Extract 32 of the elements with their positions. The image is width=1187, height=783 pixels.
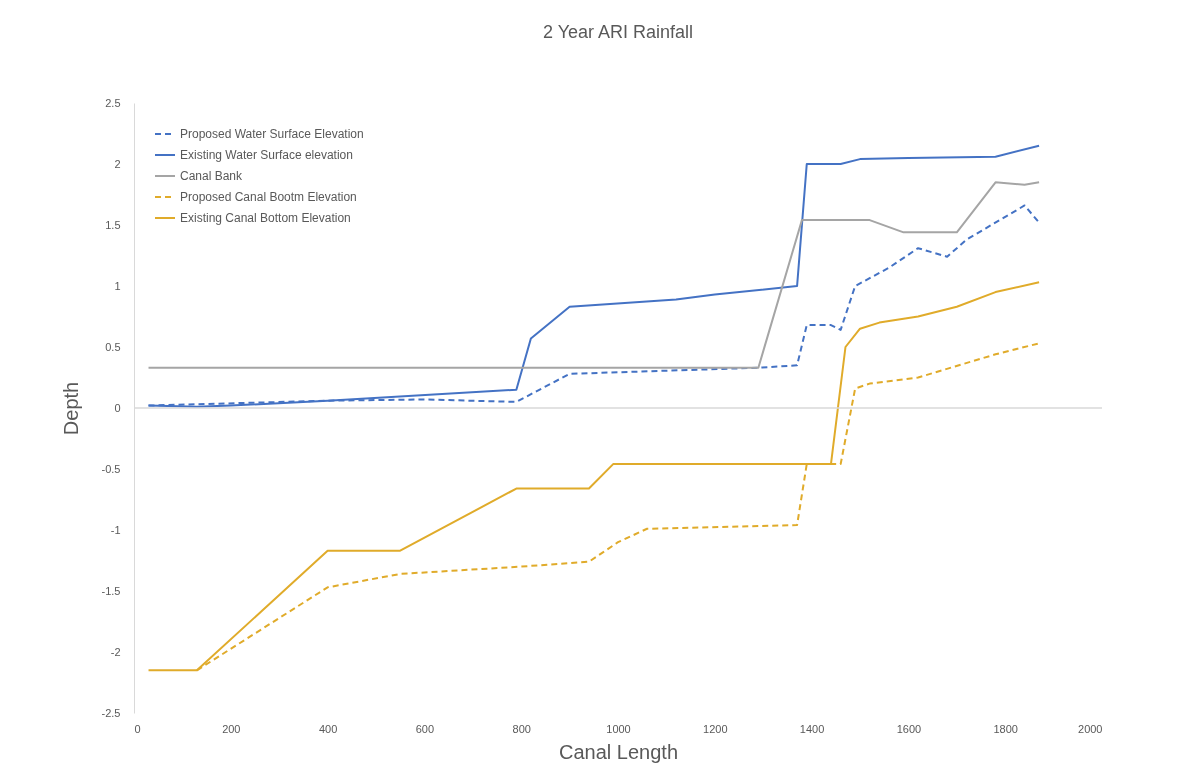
line-series	[147, 181, 1041, 369]
x-tick-label: 1600	[896, 722, 922, 735]
y-tick-label: -0.5	[101, 462, 121, 475]
y-tick-label: 0	[114, 401, 121, 414]
legend-label: Canal Bank	[180, 169, 244, 183]
x-tick-label: 200	[222, 722, 241, 735]
x-tick-label: 1800	[993, 722, 1018, 735]
line-series	[147, 281, 1041, 672]
x-tick-label: 1000	[606, 722, 631, 735]
y-tick-label: 1	[114, 279, 121, 292]
y-axis-title: Depth	[59, 381, 82, 436]
x-tick-label: 2000	[1078, 722, 1103, 735]
chart-title: 2 Year ARI Rainfall	[542, 22, 694, 42]
y-tick-label: 0.5	[105, 340, 121, 353]
legend-label: Existing Canal Bottom Elevation	[180, 211, 351, 225]
x-tick-label: 1200	[703, 722, 728, 735]
y-tick-label: 2.5	[105, 96, 121, 109]
legend-label: Proposed Water Surface Elevation	[180, 127, 364, 141]
y-tick-label: 1.5	[105, 218, 121, 231]
x-tick-label: 0	[134, 722, 141, 735]
y-tick-label: -1	[110, 523, 121, 536]
y-tick-label: -2	[110, 645, 121, 658]
y-tick-label: -2.5	[101, 706, 121, 719]
x-tick-label: 800	[512, 722, 531, 735]
y-tick-label: -1.5	[101, 584, 121, 597]
x-axis-title: Canal Length	[559, 740, 678, 763]
x-tick-label: 400	[318, 722, 338, 735]
y-tick-label: 2	[114, 157, 121, 170]
legend-label: Existing Water Surface elevation	[180, 148, 353, 162]
legend-label: Proposed Canal Bootm Elevation	[180, 190, 357, 204]
x-tick-label: 600	[415, 722, 435, 735]
x-tick-label: 1400	[799, 722, 825, 735]
